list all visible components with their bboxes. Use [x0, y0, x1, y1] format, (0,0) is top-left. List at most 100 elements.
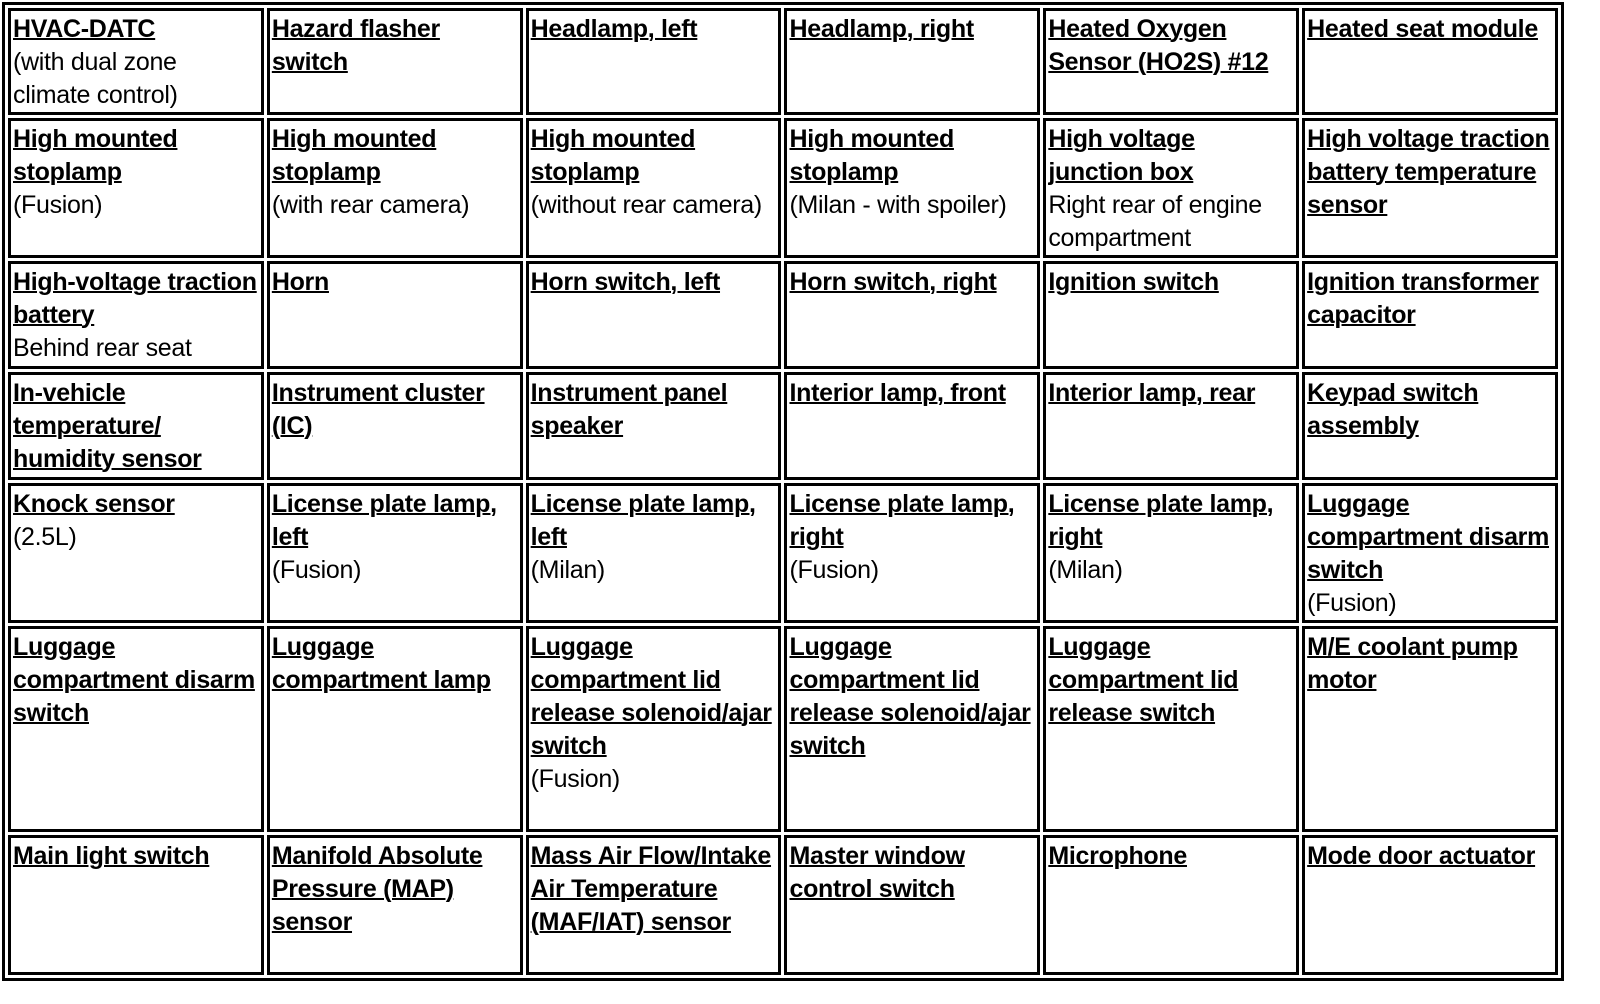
table-cell: Microphone — [1043, 835, 1300, 975]
table-cell: Heated Oxygen Sensor (HO2S) #12 — [1043, 8, 1300, 115]
component-link[interactable]: Mass Air Flow/Intake Air Temperature (MA… — [530, 842, 772, 936]
table-cell: Knock sensor (2.5L) — [8, 483, 264, 623]
component-link[interactable]: High mounted stoplamp — [530, 125, 696, 186]
component-link[interactable]: Interior lamp, rear — [1048, 379, 1256, 407]
component-note: Right rear of engine compartment — [1048, 191, 1262, 252]
table-cell: High mounted stoplamp (with rear camera) — [266, 118, 523, 258]
component-link[interactable]: High-voltage traction battery — [13, 268, 257, 329]
component-note: (with rear camera) — [271, 191, 470, 219]
component-note: (Fusion) — [789, 556, 879, 584]
component-link[interactable]: Headlamp, left — [530, 15, 698, 43]
component-link[interactable]: Luggage compartment lid release solenoid… — [530, 633, 772, 760]
table-cell: Horn switch, right — [784, 261, 1041, 369]
table-cell: High mounted stoplamp (without rear camer… — [525, 118, 782, 258]
table-cell: HVAC-DATC (with dual zone climate control… — [8, 8, 264, 115]
component-link[interactable]: High voltage traction battery temperatur… — [1307, 125, 1550, 219]
table-cell: License plate lamp, left (Milan) — [525, 483, 782, 623]
component-link[interactable]: Luggage compartment disarm switch — [1307, 490, 1550, 584]
component-note: (without rear camera) — [530, 191, 763, 219]
table-cell: High voltage junction box Right rear of e… — [1043, 118, 1300, 258]
component-note: (Fusion) — [530, 765, 621, 793]
table-cell: Headlamp, right — [784, 8, 1041, 115]
table-row: In-vehicle temperature/ humidity sensor I… — [8, 372, 1558, 480]
component-link[interactable]: M/E coolant pump motor — [1307, 633, 1518, 694]
table-cell: Interior lamp, rear — [1043, 372, 1300, 480]
component-link[interactable]: License plate lamp, left — [530, 490, 756, 551]
component-link[interactable]: Luggage compartment lid release solenoid… — [789, 633, 1031, 760]
table-cell: Main light switch — [8, 835, 264, 975]
table-cell: Ignition switch — [1043, 261, 1300, 369]
component-link[interactable]: Mode door actuator — [1307, 842, 1536, 870]
table-row: HVAC-DATC (with dual zone climate control… — [8, 8, 1558, 115]
component-note: (2.5L) — [13, 523, 77, 551]
table-cell: Horn switch, left — [525, 261, 782, 369]
component-link[interactable]: High mounted stoplamp — [271, 125, 437, 186]
component-link[interactable]: Horn switch, right — [789, 268, 997, 296]
table-row: Knock sensor (2.5L) License plate lamp, le… — [8, 483, 1558, 623]
component-link[interactable]: Luggage compartment lamp — [271, 633, 491, 694]
component-link[interactable]: Manifold Absolute Pressure (MAP) sensor — [271, 842, 483, 936]
component-link[interactable]: Luggage compartment disarm switch — [13, 633, 255, 727]
component-link[interactable]: High voltage junction box — [1048, 125, 1195, 186]
table-row: Main light switch Manifold Absolute Press… — [8, 835, 1558, 975]
table-cell: Heated seat module — [1302, 8, 1558, 115]
component-link[interactable]: Headlamp, right — [789, 15, 974, 43]
component-note: (Fusion) — [13, 191, 103, 219]
table-cell: License plate lamp, left (Fusion) — [266, 483, 523, 623]
table-cell: Luggage compartment lid release solenoid… — [784, 626, 1041, 832]
table-cell: Luggage compartment disarm switch (Fusion… — [1302, 483, 1558, 623]
component-link[interactable]: Microphone — [1048, 842, 1187, 870]
table-cell: High voltage traction battery temperatur… — [1302, 118, 1558, 258]
component-link[interactable]: Main light switch — [13, 842, 210, 870]
table-cell: Manifold Absolute Pressure (MAP) sensor — [266, 835, 523, 975]
component-link[interactable]: Hazard flasher switch — [271, 15, 440, 76]
table-cell: M/E coolant pump motor — [1302, 626, 1558, 832]
table-cell: Luggage compartment lid release switch — [1043, 626, 1300, 832]
component-note: (with dual zone climate control) — [13, 48, 178, 109]
component-note: (Milan) — [1048, 556, 1123, 584]
table-cell: Headlamp, left — [525, 8, 782, 115]
component-link[interactable]: License plate lamp, left — [271, 490, 497, 551]
component-link[interactable]: Heated Oxygen Sensor (HO2S) #12 — [1048, 15, 1269, 76]
table-cell: In-vehicle temperature/ humidity sensor — [8, 372, 264, 480]
component-link[interactable]: Knock sensor — [13, 490, 175, 518]
component-note: Behind rear seat — [13, 334, 192, 362]
component-link[interactable]: Instrument cluster (IC) — [271, 379, 485, 440]
table-row: High-voltage traction battery Behind rear… — [8, 261, 1558, 369]
table-row: Luggage compartment disarm switch Luggage… — [8, 626, 1558, 832]
component-link[interactable]: Interior lamp, front — [789, 379, 1006, 407]
table-cell: Luggage compartment lid release solenoid… — [525, 626, 782, 832]
table-cell: Ignition transformer capacitor — [1302, 261, 1558, 369]
component-link[interactable]: Horn — [271, 268, 329, 296]
table-cell: Keypad switch assembly — [1302, 372, 1558, 480]
component-link[interactable]: Keypad switch assembly — [1307, 379, 1479, 440]
component-link[interactable]: Heated seat module — [1307, 15, 1538, 43]
component-link[interactable]: License plate lamp, right — [789, 490, 1015, 551]
table-cell: Master window control switch — [784, 835, 1041, 975]
component-link[interactable]: License plate lamp, right — [1048, 490, 1274, 551]
component-link[interactable]: Master window control switch — [789, 842, 965, 903]
component-note: (Fusion) — [271, 556, 362, 584]
component-link[interactable]: Horn switch, left — [530, 268, 721, 296]
table-cell: License plate lamp, right (Milan) — [1043, 483, 1300, 623]
component-link[interactable]: Ignition transformer capacitor — [1307, 268, 1539, 329]
component-note: (Milan) — [530, 556, 606, 584]
table-cell: Interior lamp, front — [784, 372, 1041, 480]
table-cell: Mode door actuator — [1302, 835, 1558, 975]
table-cell: High mounted stoplamp (Milan - with spoil… — [784, 118, 1041, 258]
component-link[interactable]: Ignition switch — [1048, 268, 1219, 296]
component-note: (Fusion) — [1307, 589, 1397, 617]
table-cell: Instrument cluster (IC) — [266, 372, 523, 480]
component-note: (Milan - with spoiler) — [789, 191, 1007, 219]
table-cell: License plate lamp, right (Fusion) — [784, 483, 1041, 623]
component-link[interactable]: In-vehicle temperature/ humidity sensor — [13, 379, 202, 473]
component-link[interactable]: Instrument panel speaker — [530, 379, 728, 440]
component-link[interactable]: HVAC-DATC — [13, 15, 156, 43]
table-cell: Instrument panel speaker — [525, 372, 782, 480]
component-location-table: HVAC-DATC (with dual zone climate control… — [2, 2, 1564, 981]
component-link[interactable]: Luggage compartment lid release switch — [1048, 633, 1239, 727]
table-cell: Luggage compartment lamp — [266, 626, 523, 832]
table-cell: Horn — [266, 261, 523, 369]
component-link[interactable]: High mounted stoplamp — [13, 125, 178, 186]
component-link[interactable]: High mounted stoplamp — [789, 125, 954, 186]
